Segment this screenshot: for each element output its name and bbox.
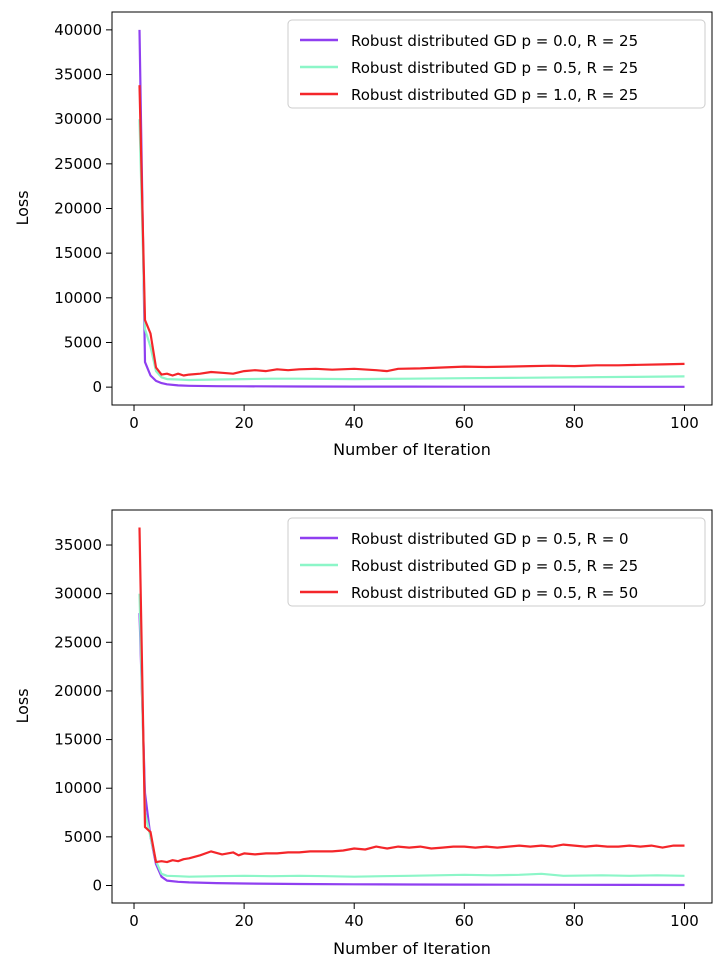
legend-label: Robust distributed GD p = 0.5, R = 0	[351, 530, 629, 548]
y-tick-label: 30000	[54, 110, 102, 128]
y-tick-label: 5000	[64, 333, 102, 351]
x-axis-label: Number of Iteration	[333, 939, 491, 958]
x-ticks: 0 20 40 60 80 100	[129, 405, 699, 432]
series-line	[138, 613, 685, 887]
x-tick-label: 100	[670, 414, 699, 432]
x-tick-label: 60	[455, 414, 474, 432]
y-tick-label: 40000	[54, 21, 102, 39]
y-ticks: 0 5000 10000 15000 20000 25000 30000 35000 40000	[54, 21, 112, 396]
y-ticks: 0 5000 10000 15000 20000 25000 30000 35000	[54, 536, 112, 894]
x-tick-label: 80	[565, 414, 584, 432]
y-tick-label: 10000	[54, 289, 102, 307]
x-ticks: 0 20 40 60 80 100	[129, 903, 699, 930]
y-tick-label: 5000	[64, 828, 102, 846]
legend-box	[287, 517, 706, 607]
y-axis-label: Loss	[13, 688, 32, 723]
chart-top: 0 20 40 60 80 100 0 5000 10000 15000 20000 25000 30…	[13, 11, 713, 459]
y-tick-label: 25000	[54, 633, 102, 651]
legend-label: Robust distributed GD p = 0.5, R = 25	[351, 557, 638, 575]
legend-entry: Robust distributed GD p = 1.0, R = 25	[300, 86, 638, 104]
series-line	[138, 119, 685, 382]
y-tick-label: 35000	[54, 66, 102, 84]
series-line	[138, 527, 685, 864]
legend: Robust distributed GD p = 0.0, R = 25 Ro…	[287, 19, 706, 109]
y-tick-label: 30000	[54, 585, 102, 603]
series-line	[138, 85, 685, 377]
legend-box	[287, 19, 706, 109]
legend-label: Robust distributed GD p = 0.0, R = 25	[351, 32, 638, 50]
y-tick-label: 20000	[54, 200, 102, 218]
x-axis-label: Number of Iteration	[333, 440, 491, 459]
x-tick-label: 40	[345, 414, 364, 432]
legend-label: Robust distributed GD p = 0.5, R = 50	[351, 584, 638, 602]
series-lines	[138, 29, 685, 388]
series-line	[138, 29, 685, 388]
y-tick-label: 20000	[54, 682, 102, 700]
x-tick-label: 20	[235, 414, 254, 432]
y-tick-label: 25000	[54, 155, 102, 173]
x-tick-label: 80	[565, 912, 584, 930]
legend-entry: Robust distributed GD p = 0.5, R = 25	[300, 59, 638, 77]
legend-entry: Robust distributed GD p = 0.5, R = 0	[300, 530, 629, 548]
y-tick-label: 15000	[54, 731, 102, 749]
legend-entry: Robust distributed GD p = 0.5, R = 25	[300, 557, 638, 575]
y-tick-label: 15000	[54, 244, 102, 262]
legend-label: Robust distributed GD p = 0.5, R = 25	[351, 59, 638, 77]
x-tick-label: 20	[235, 912, 254, 930]
x-tick-label: 0	[129, 414, 139, 432]
legend-label: Robust distributed GD p = 1.0, R = 25	[351, 86, 638, 104]
x-tick-label: 60	[455, 912, 474, 930]
chart-bottom: 0 20 40 60 80 100 0 5000 10000 15000 20000 25000 30…	[13, 509, 713, 958]
x-tick-label: 40	[345, 912, 364, 930]
y-tick-label: 0	[92, 378, 102, 396]
y-tick-label: 0	[92, 876, 102, 894]
series-lines	[138, 527, 685, 887]
plot-area-frame	[111, 509, 713, 904]
y-tick-label: 10000	[54, 779, 102, 797]
y-axis-label: Loss	[13, 190, 32, 225]
y-tick-label: 35000	[54, 536, 102, 554]
legend-entry: Robust distributed GD p = 0.5, R = 50	[300, 584, 638, 602]
series-line	[138, 593, 685, 878]
x-tick-label: 0	[129, 912, 139, 930]
legend-entry: Robust distributed GD p = 0.0, R = 25	[300, 32, 638, 50]
legend: Robust distributed GD p = 0.5, R = 0 Rob…	[287, 517, 706, 607]
x-tick-label: 100	[670, 912, 699, 930]
